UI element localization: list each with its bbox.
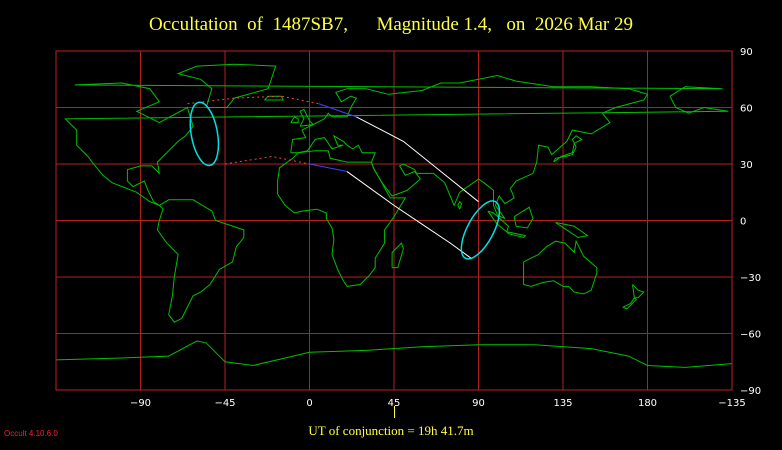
- coastline-segment: [487, 210, 510, 233]
- grid-lines: [56, 51, 732, 390]
- title-event: Occultation of 1487SB7,: [149, 14, 348, 35]
- coastline-segment: [457, 200, 463, 210]
- coastline-segment: [176, 63, 277, 108]
- coastline-segment: [621, 297, 637, 310]
- lon-tick-label: −135: [718, 398, 745, 409]
- coastline-segment: [391, 242, 404, 269]
- map-frame: [55, 50, 733, 391]
- latitude-tick-labels: 90 60 30 0 −30 −60 −90: [740, 47, 761, 397]
- coastline-segment: [299, 108, 315, 127]
- coastline-segment: [632, 284, 645, 299]
- coastline-segment: [264, 95, 285, 101]
- software-version: Occult 4.10.6.0: [4, 429, 58, 438]
- title-magnitude: Magnitude 1.4,: [376, 14, 493, 35]
- lat-tick-label: −30: [740, 273, 761, 284]
- lat-tick-label: −60: [740, 330, 761, 341]
- lat-tick-label: 30: [740, 160, 753, 171]
- path-north-dotted: [224, 155, 310, 165]
- coastline-segment: [513, 206, 534, 229]
- lon-tick-label: 90: [472, 398, 485, 409]
- lon-tick-label: 180: [638, 398, 657, 409]
- path-south-dotted: [187, 95, 319, 105]
- path-south-limit: [356, 116, 479, 203]
- coastline-segment: [55, 340, 733, 368]
- lon-tick-label: 0: [306, 398, 312, 409]
- lat-tick-label: 0: [740, 217, 746, 228]
- coastline-segment: [555, 221, 589, 239]
- lon-tick-label: 45: [388, 398, 401, 409]
- map-title: Occultation of 1487SB7, Magnitude 1.4, o…: [0, 14, 782, 36]
- conjunction-time: UT of conjunction = 19h 41.7m: [308, 423, 474, 438]
- coastline-segment: [290, 116, 299, 124]
- title-date: on 2026 Mar 29: [506, 14, 633, 35]
- lat-tick-label: 90: [740, 47, 753, 58]
- path-north-limit: [346, 171, 472, 259]
- shadow-ellipse-start: [189, 101, 220, 167]
- coastline-segment: [156, 199, 245, 323]
- lon-tick-label: −45: [214, 398, 235, 409]
- lon-tick-label: −90: [130, 398, 151, 409]
- occultation-path: [187, 95, 501, 260]
- path-south-blue: [318, 103, 357, 118]
- lat-tick-label: 60: [740, 104, 753, 115]
- lon-tick-label: 135: [553, 398, 572, 409]
- coastline-segment: [523, 239, 598, 295]
- coastline-segment: [553, 135, 583, 163]
- path-north-blue: [309, 163, 348, 172]
- coastline-segment: [290, 74, 649, 220]
- coastline-segment: [277, 150, 407, 287]
- coastline-segment: [64, 82, 729, 206]
- shadow-ellipse-end: [460, 200, 501, 260]
- conjunction-marker: [394, 406, 395, 418]
- lat-tick-label: −90: [740, 386, 761, 397]
- coastline-segment: [506, 231, 527, 239]
- coastlines: [55, 63, 733, 368]
- longitude-tick-labels: −90 −45 0 45 90 135 180 −135: [130, 398, 746, 409]
